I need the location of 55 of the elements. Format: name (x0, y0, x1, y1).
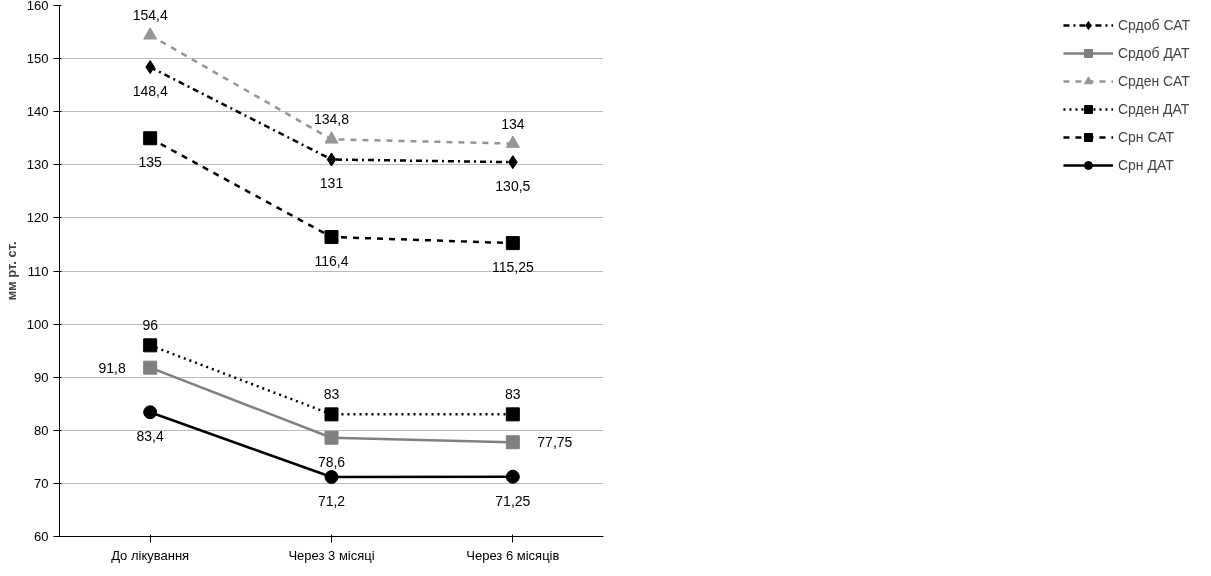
data-label: 116,4 (314, 253, 349, 270)
point (505, 469, 520, 484)
y-tick-label: 90 (34, 369, 49, 385)
legend-label: Срдоб ДАТ (1117, 45, 1190, 61)
data-label: 77,75 (537, 434, 573, 451)
data-label: 115,25 (491, 259, 534, 276)
y-tick-label: 60 (34, 529, 49, 544)
y-axis-title: мм рт. ст. (3, 241, 19, 301)
point (505, 435, 520, 450)
data-label: 71,2 (317, 493, 346, 510)
legend-label: Срдоб САТ (1117, 17, 1190, 33)
data-label: 134,8 (313, 111, 350, 128)
legend-label: Срн САТ (1117, 129, 1175, 145)
point (143, 131, 158, 146)
point (324, 131, 339, 144)
y-tick-label: 80 (34, 422, 49, 438)
y-tick-label: 140 (26, 104, 49, 120)
point (324, 430, 339, 445)
y-tick-label: 120 (26, 210, 49, 226)
data-label: 96 (142, 317, 159, 334)
y-tick-label: 130 (26, 157, 49, 173)
point (324, 230, 339, 245)
data-label: 148,4 (132, 83, 168, 100)
x-tick-label: Через 3 місяці (288, 547, 375, 563)
data-label: 134 (501, 115, 525, 132)
data-label: 78,6 (317, 453, 346, 470)
data-label: 83 (505, 386, 521, 403)
data-label: 91,8 (98, 359, 126, 376)
point (324, 407, 339, 422)
legend-label: Срн ДАТ (1117, 157, 1174, 173)
point (505, 236, 520, 251)
x-tick-label: Через 6 місяців (466, 547, 560, 563)
point (143, 360, 158, 375)
y-tick-label: 150 (26, 51, 49, 67)
data-label: 83,4 (136, 428, 164, 445)
point (143, 27, 158, 40)
data-label: 130,5 (495, 178, 531, 195)
y-tick-label: 100 (26, 316, 49, 332)
point (324, 470, 339, 485)
data-label: 131 (319, 175, 344, 192)
point (326, 152, 337, 167)
data-label: 71,25 (495, 492, 531, 509)
data-label: 135 (138, 154, 163, 171)
point (505, 407, 520, 422)
point (505, 135, 520, 148)
point (143, 338, 158, 353)
x-tick-label: До лікування (111, 547, 190, 563)
data-label: 154,4 (132, 7, 168, 24)
y-tick-label: 160 (26, 0, 49, 13)
legend-label: Срден САТ (1117, 73, 1190, 89)
legend-label: Срден ДАТ (1117, 101, 1190, 117)
data-label: 83 (323, 386, 340, 403)
point (143, 405, 158, 420)
y-tick-label: 70 (34, 475, 49, 491)
y-tick-label: 110 (27, 263, 49, 279)
